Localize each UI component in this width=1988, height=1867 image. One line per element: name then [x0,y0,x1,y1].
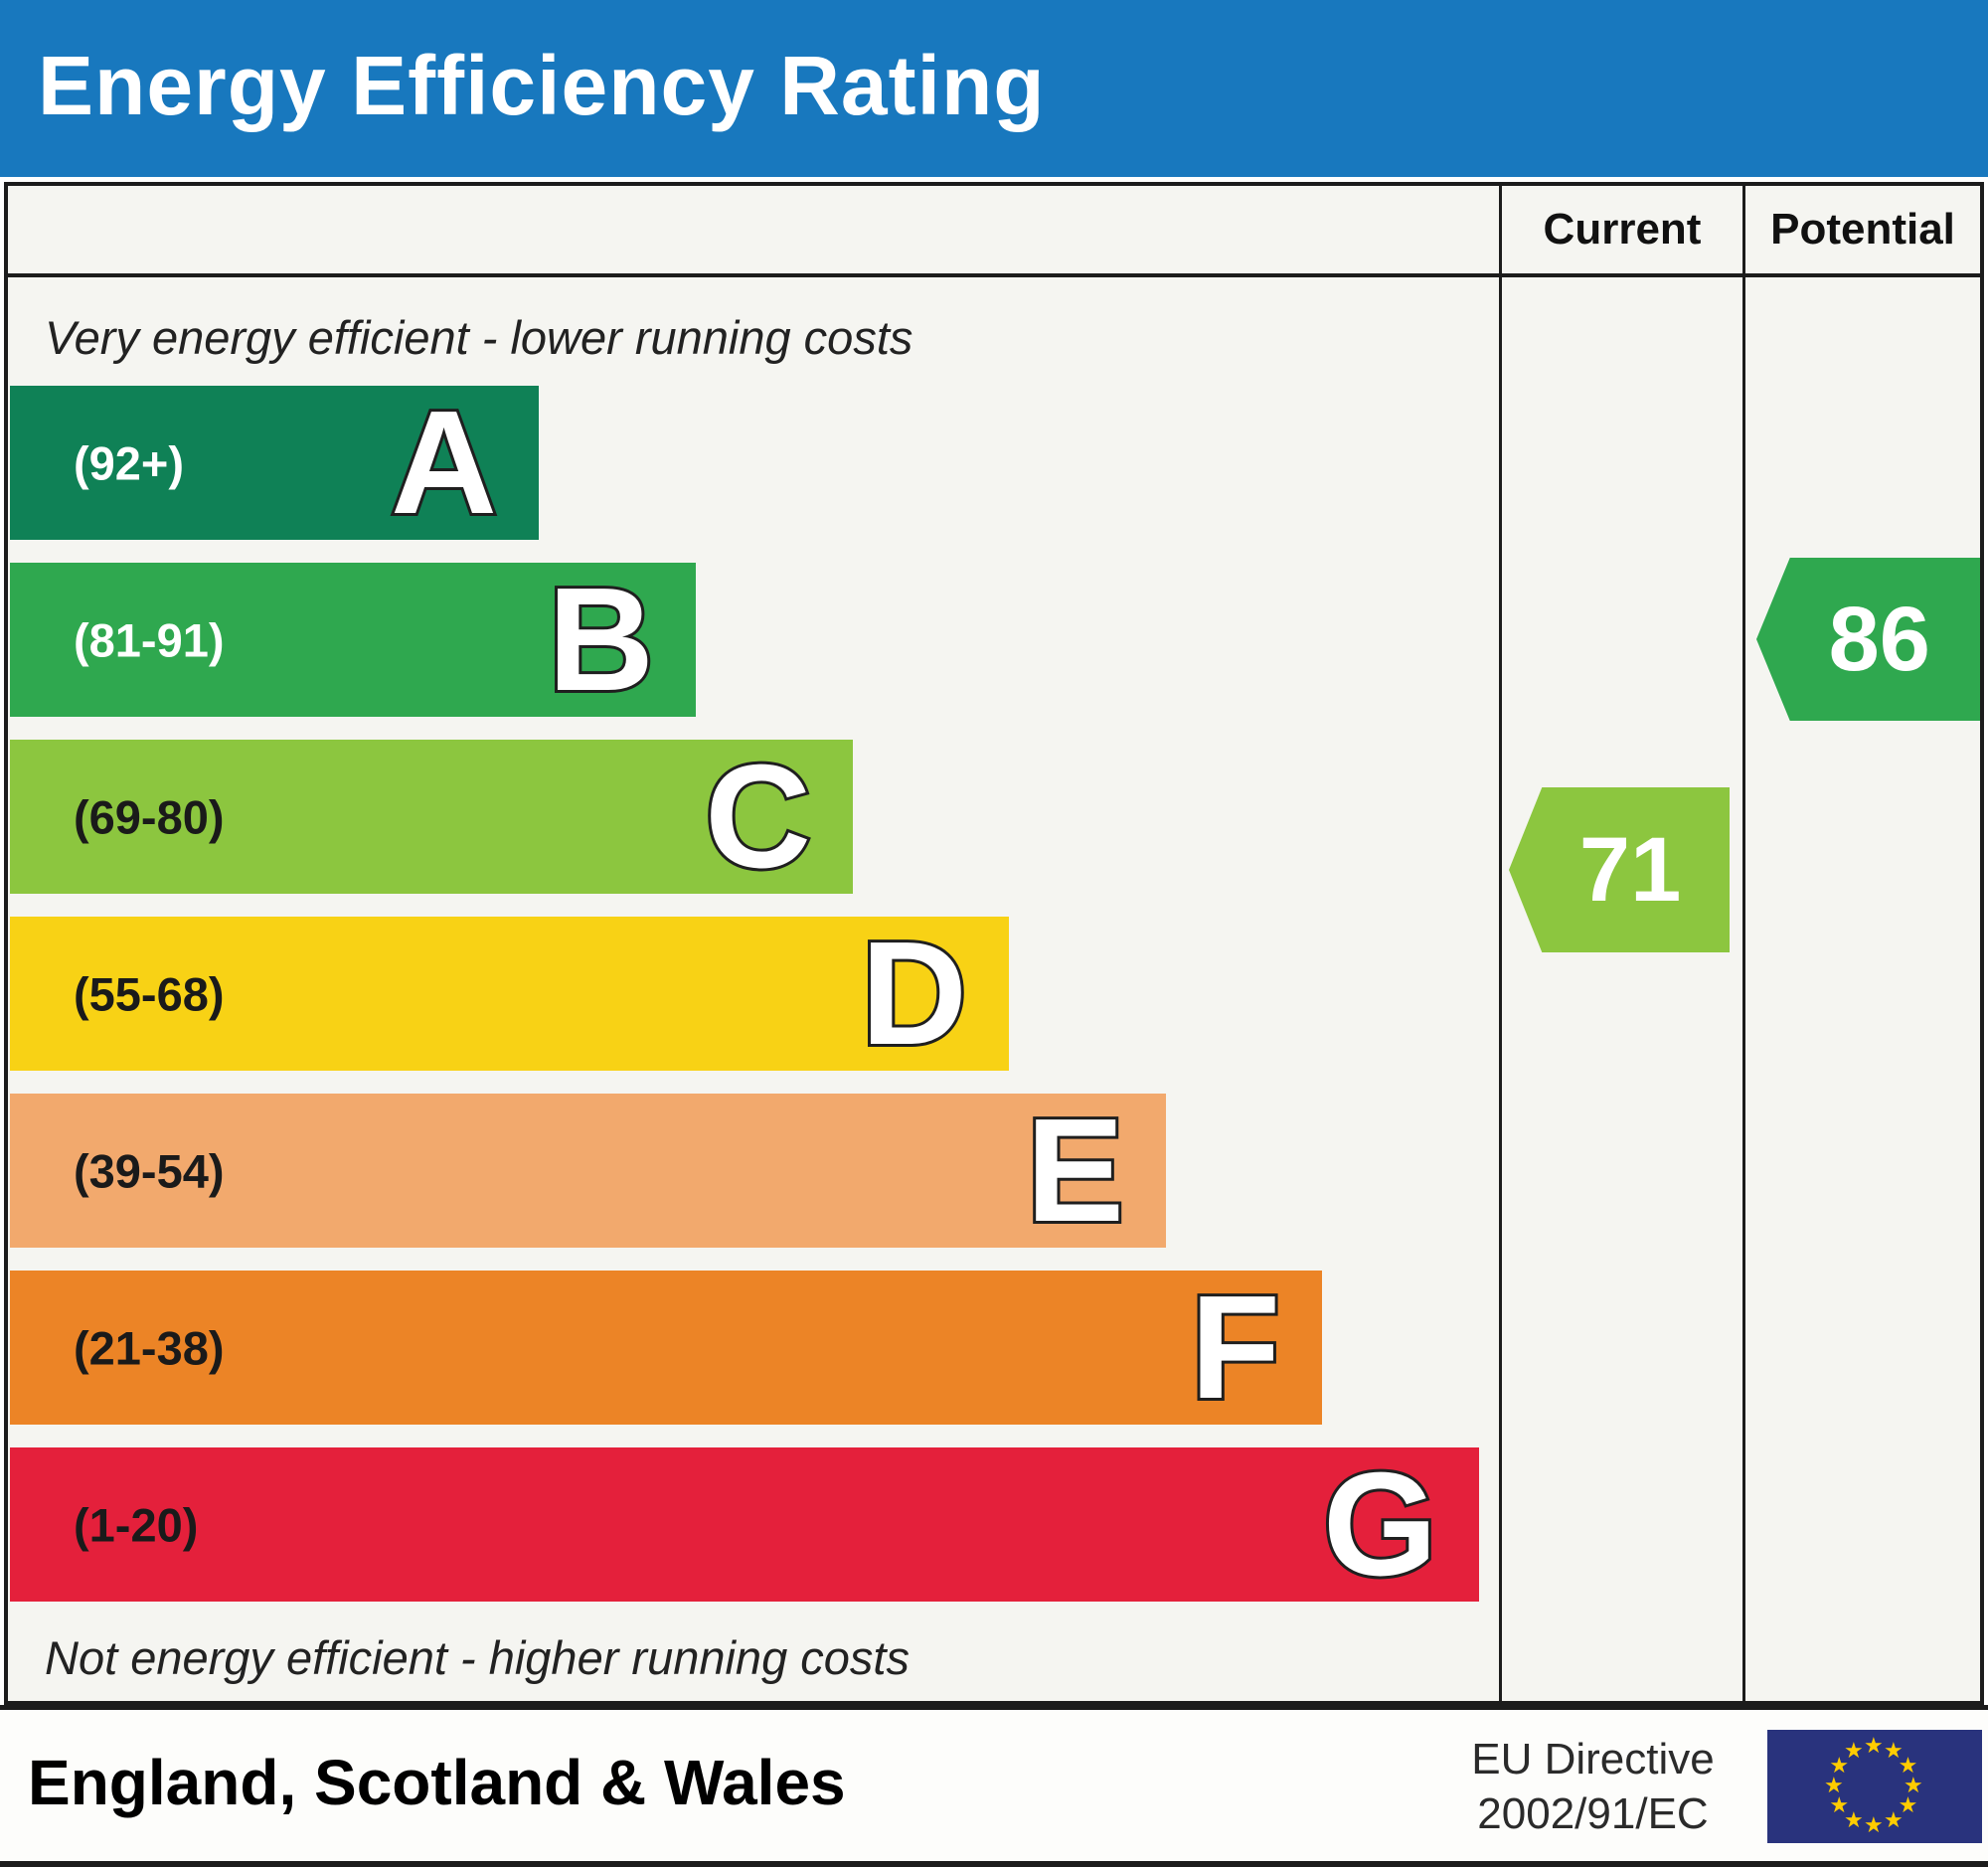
title-bar: Energy Efficiency Rating [0,0,1988,177]
current-rating-arrow: 71 [1509,787,1730,952]
band-bar-D: (55-68) D [10,917,1009,1071]
band-range-label-C: (69-80) [74,790,225,843]
page-title: Energy Efficiency Rating [38,38,1046,132]
band-letter-D: D [858,911,970,1076]
eu-flag-star: ★ [1844,1738,1864,1764]
band-range-label-F: (21-38) [74,1321,225,1374]
eu-flag-icon: ★ ★ ★ ★ ★ ★ ★ ★ ★ ★ ★ ★ [1767,1730,1982,1843]
band-bar-E: (39-54) E [10,1094,1166,1248]
band-letter-C: C [702,734,814,899]
eu-flag-star: ★ [1829,1753,1850,1778]
divider-current-column [1499,182,1502,1705]
eu-flag-star: ★ [1884,1806,1904,1832]
eu-directive-label: EU Directive 2002/91/EC [1436,1732,1749,1841]
band-bar-C: (69-80) C [10,740,853,894]
eu-directive-line1: EU Directive [1471,1735,1715,1783]
eu-flag-star: ★ [1829,1792,1850,1817]
band-bar-A: (92+) A [10,386,539,540]
band-row-D: (55-68) D [8,917,1495,1071]
eu-flag-star: ★ [1884,1738,1904,1764]
band-bar-F: (21-38) F [10,1271,1322,1425]
band-range-label-E: (39-54) [74,1144,225,1197]
eu-directive-line2: 2002/91/EC [1477,1789,1709,1838]
band-range-label-B: (81-91) [74,613,225,666]
band-row-C: (69-80) C [8,740,1495,894]
band-row-F: (21-38) F [8,1271,1495,1425]
band-range-label-A: (92+) [74,436,185,489]
current-rating-value: 71 [1578,818,1682,921]
divider-potential-column [1742,182,1745,1705]
eu-flag-star: ★ [1898,1792,1918,1817]
band-letter-A: A [388,380,500,545]
band-letter-F: F [1188,1265,1283,1430]
potential-rating-arrow: 86 [1756,558,1980,721]
band-letter-B: B [545,557,657,722]
footer-region-label: England, Scotland & Wales [28,1747,846,1818]
band-row-B: (81-91) B [8,563,1495,717]
eu-flag-star: ★ [1844,1806,1864,1832]
band-row-A: (92+) A [8,386,1495,540]
potential-column-header: Potential [1770,205,1955,254]
band-bar-G: (1-20) G [10,1447,1479,1602]
footer-separator [0,1705,1988,1710]
current-column-header: Current [1543,205,1702,254]
band-letter-E: E [1023,1088,1127,1253]
band-letter-G: G [1320,1442,1440,1607]
eu-flag-star: ★ [1864,1733,1884,1758]
eu-flag-star: ★ [1904,1773,1923,1797]
band-row-E: (39-54) E [8,1094,1495,1248]
eu-flag-star: ★ [1824,1773,1844,1797]
band-range-label-D: (55-68) [74,967,225,1020]
band-row-G: (1-20) G [8,1447,1495,1602]
eu-flag-star: ★ [1864,1812,1884,1837]
band-bar-B: (81-91) B [10,563,696,717]
bottom-border [0,1861,1988,1867]
potential-rating-value: 86 [1828,588,1930,690]
footer-background [0,1710,1988,1861]
caption-very-efficient: Very energy efficient - lower running co… [45,311,913,364]
band-range-label-G: (1-20) [74,1498,199,1551]
header-underline [4,273,1984,277]
eu-flag-star: ★ [1898,1753,1918,1778]
caption-not-efficient: Not energy efficient - higher running co… [45,1631,910,1684]
